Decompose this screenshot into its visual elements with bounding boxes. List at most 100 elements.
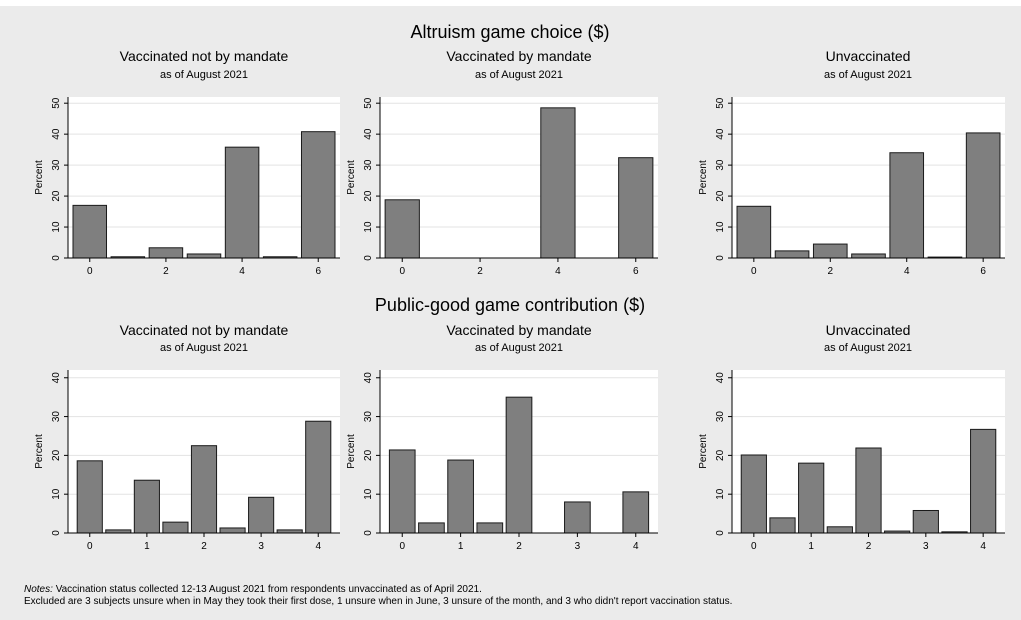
- x-tick-label: 2: [516, 541, 522, 552]
- bar: [388, 449, 416, 534]
- y-tick-label: 10: [363, 221, 374, 233]
- bar: [769, 517, 796, 534]
- bar: [622, 491, 650, 534]
- x-tick-label: 0: [751, 266, 757, 277]
- x-tick-label: 2: [163, 266, 169, 277]
- bar: [248, 496, 275, 534]
- bar: [76, 460, 103, 534]
- panel-title: Public-good game contribution ($): [375, 295, 645, 315]
- x-tick-label: 3: [575, 541, 581, 552]
- notes-line-2: Excluded are 3 subjects unsure when in M…: [24, 596, 733, 607]
- notes-line-1: Vaccination status collected 12-13 Augus…: [55, 584, 482, 595]
- subplot-subtitle: as of August 2021: [475, 342, 563, 354]
- y-tick-label: 0: [51, 530, 62, 536]
- bar: [148, 247, 184, 259]
- y-axis-label: Percent: [346, 434, 357, 469]
- subplot-title: Unvaccinated: [826, 48, 911, 64]
- bar: [133, 479, 160, 534]
- subplot-title: Vaccinated by mandate: [446, 48, 591, 64]
- plot-area: [68, 97, 340, 258]
- bar: [618, 157, 654, 259]
- bar: [384, 199, 420, 259]
- x-tick-label: 6: [980, 266, 986, 277]
- subplot-subtitle: as of August 2021: [160, 342, 248, 354]
- bar: [851, 253, 886, 259]
- bar: [970, 428, 997, 534]
- bar: [912, 509, 939, 534]
- plot-area: [732, 97, 1005, 258]
- bar: [186, 253, 222, 259]
- bar: [564, 501, 591, 534]
- plot-area: [380, 97, 658, 258]
- bar: [798, 462, 825, 534]
- bar: [418, 522, 445, 534]
- y-tick-label: 50: [715, 97, 726, 109]
- x-tick-label: 6: [315, 266, 321, 277]
- panel-title: Altruism game choice ($): [410, 22, 609, 42]
- y-tick-label: 10: [715, 221, 726, 233]
- y-tick-label: 20: [715, 190, 726, 202]
- notes-label: Notes:: [24, 584, 53, 595]
- y-tick-label: 20: [51, 449, 62, 461]
- bar: [889, 152, 925, 259]
- bar: [190, 445, 218, 534]
- x-tick-label: 0: [87, 541, 93, 552]
- y-tick-label: 0: [363, 255, 374, 261]
- y-tick-label: 30: [715, 159, 726, 171]
- y-tick-label: 0: [715, 255, 726, 261]
- y-tick-label: 10: [363, 488, 374, 500]
- subplot-subtitle: as of August 2021: [824, 342, 912, 354]
- y-tick-label: 20: [363, 449, 374, 461]
- y-tick-label: 40: [363, 372, 374, 384]
- bar: [476, 522, 504, 534]
- y-axis-label: Percent: [346, 160, 357, 195]
- y-tick-label: 20: [363, 190, 374, 202]
- y-tick-label: 10: [715, 488, 726, 500]
- subplot-title: Vaccinated not by mandate: [120, 322, 289, 338]
- y-tick-label: 20: [715, 449, 726, 461]
- notes: Notes: Vaccination status collected 12-1…: [24, 584, 732, 608]
- bar: [826, 526, 853, 534]
- y-tick-label: 30: [715, 411, 726, 423]
- x-tick-label: 4: [633, 541, 639, 552]
- bar: [812, 243, 848, 259]
- bar: [505, 396, 533, 534]
- y-tick-label: 40: [363, 128, 374, 140]
- y-tick-label: 40: [715, 372, 726, 384]
- y-tick-label: 50: [363, 97, 374, 109]
- bar: [540, 107, 576, 259]
- bar: [736, 205, 772, 259]
- bar: [224, 146, 260, 259]
- bar: [72, 204, 108, 259]
- x-tick-label: 2: [477, 266, 483, 277]
- y-tick-label: 30: [363, 411, 374, 423]
- y-tick-label: 50: [51, 97, 62, 109]
- y-tick-label: 10: [51, 488, 62, 500]
- y-tick-label: 40: [51, 128, 62, 140]
- x-tick-label: 2: [866, 541, 872, 552]
- x-tick-label: 4: [239, 266, 245, 277]
- subplot-subtitle: as of August 2021: [160, 69, 248, 81]
- x-tick-label: 4: [315, 541, 321, 552]
- bar: [740, 454, 767, 534]
- x-tick-label: 0: [87, 266, 93, 277]
- x-tick-label: 2: [827, 266, 833, 277]
- y-tick-label: 30: [363, 159, 374, 171]
- x-tick-label: 0: [399, 541, 405, 552]
- bar: [855, 447, 882, 534]
- y-axis-label: Percent: [698, 434, 709, 469]
- y-tick-label: 20: [51, 190, 62, 202]
- subplot-subtitle: as of August 2021: [475, 69, 563, 81]
- y-tick-label: 10: [51, 221, 62, 233]
- x-tick-label: 4: [555, 266, 561, 277]
- x-tick-label: 1: [808, 541, 814, 552]
- bar: [965, 132, 1001, 259]
- x-tick-label: 2: [201, 541, 207, 552]
- x-tick-label: 3: [258, 541, 264, 552]
- bar: [447, 459, 474, 534]
- bar: [774, 250, 810, 259]
- y-tick-label: 40: [715, 128, 726, 140]
- bar: [300, 131, 336, 259]
- x-tick-label: 4: [904, 266, 910, 277]
- bar: [219, 527, 246, 534]
